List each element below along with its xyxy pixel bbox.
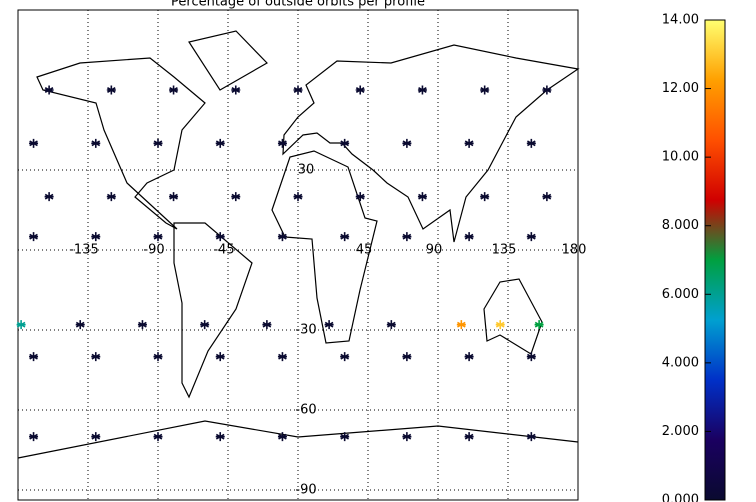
data-point: [534, 320, 544, 330]
y-tick-label: 30: [298, 163, 315, 178]
x-tick-label: 90: [426, 243, 443, 258]
y-tick-label: -30: [295, 323, 316, 338]
data-point: [526, 138, 536, 148]
colorbar-tick-label: 0.000: [662, 493, 699, 502]
data-point: [106, 85, 116, 95]
data-point: [480, 192, 490, 202]
data-point: [464, 232, 474, 242]
data-point: [542, 85, 552, 95]
data-point: [526, 432, 536, 442]
data-point: [402, 232, 412, 242]
data-point: [456, 320, 466, 330]
data-point: [137, 320, 147, 330]
colorbar: [704, 19, 726, 501]
data-point: [526, 352, 536, 362]
data-point: [169, 192, 179, 202]
data-point: [464, 138, 474, 148]
colorbar-tick-label: 12.00: [662, 81, 699, 96]
data-point: [29, 232, 39, 242]
south-america: [173, 222, 253, 399]
data-point: [29, 432, 39, 442]
y-tick-label: -90: [295, 483, 316, 498]
x-tick-label: -45: [213, 243, 234, 258]
data-point: [75, 320, 85, 330]
x-tick-label: 180: [562, 243, 587, 258]
data-point: [495, 320, 505, 330]
data-point: [215, 352, 225, 362]
data-point: [215, 432, 225, 442]
australia: [483, 278, 543, 355]
data-point: [417, 85, 427, 95]
data-point: [91, 432, 101, 442]
colorbar-tick-label: 10.00: [662, 150, 699, 165]
x-tick-label: -90: [143, 243, 164, 258]
colorbar-tick-label: 6.000: [662, 287, 699, 302]
data-point: [262, 320, 272, 330]
data-point: [402, 352, 412, 362]
x-tick-label: 45: [356, 243, 373, 258]
data-point: [277, 352, 287, 362]
greenland: [188, 30, 268, 91]
north-america: [36, 57, 206, 230]
data-point: [153, 138, 163, 148]
data-point: [340, 352, 350, 362]
data-point: [355, 85, 365, 95]
data-point: [200, 320, 210, 330]
data-point: [16, 320, 26, 330]
data-point: [231, 85, 241, 95]
data-point: [91, 352, 101, 362]
data-point: [153, 352, 163, 362]
data-point: [464, 352, 474, 362]
data-point: [386, 320, 396, 330]
africa: [271, 150, 378, 344]
x-tick-label: 135: [492, 243, 517, 258]
data-point: [340, 432, 350, 442]
data-point: [340, 232, 350, 242]
data-point: [277, 432, 287, 442]
colorbar-tick-label: 8.000: [662, 218, 699, 233]
data-point: [169, 85, 179, 95]
data-point: [293, 192, 303, 202]
data-point: [324, 320, 334, 330]
data-point: [402, 138, 412, 148]
data-point: [277, 232, 287, 242]
data-point: [106, 192, 116, 202]
data-point: [293, 85, 303, 95]
y-tick-label: -60: [295, 403, 316, 418]
data-point: [215, 138, 225, 148]
data-point: [464, 432, 474, 442]
data-point: [542, 192, 552, 202]
data-point: [29, 138, 39, 148]
data-point: [153, 232, 163, 242]
data-point: [215, 232, 225, 242]
data-point: [480, 85, 490, 95]
data-point: [402, 432, 412, 442]
data-point: [153, 432, 163, 442]
data-point: [44, 192, 54, 202]
data-point: [44, 85, 54, 95]
data-point: [417, 192, 427, 202]
data-point: [355, 192, 365, 202]
data-point: [526, 232, 536, 242]
map-title: Percentage of outside orbits per profile: [171, 0, 425, 10]
data-point: [91, 232, 101, 242]
colorbar-tick-label: 4.000: [662, 355, 699, 370]
data-point: [277, 138, 287, 148]
antarctica: [17, 420, 579, 459]
colorbar-tick-label: 14.00: [662, 13, 699, 28]
colorbar-tick-label: 2.000: [662, 424, 699, 439]
x-tick-label: -135: [69, 243, 99, 258]
data-point: [91, 138, 101, 148]
data-point: [340, 138, 350, 148]
data-point: [231, 192, 241, 202]
data-point: [29, 352, 39, 362]
